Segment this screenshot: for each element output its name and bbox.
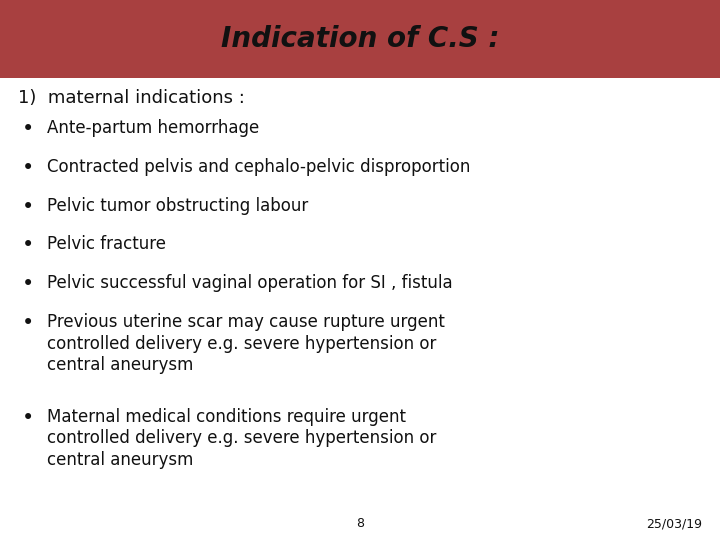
Text: 8: 8 — [356, 517, 364, 530]
FancyBboxPatch shape — [0, 0, 720, 78]
Text: •: • — [22, 158, 34, 178]
Text: Pelvic tumor obstructing labour: Pelvic tumor obstructing labour — [47, 197, 308, 214]
Text: •: • — [22, 313, 34, 333]
Text: •: • — [22, 408, 34, 428]
Text: Maternal medical conditions require urgent
controlled delivery e.g. severe hyper: Maternal medical conditions require urge… — [47, 408, 436, 469]
Text: •: • — [22, 197, 34, 217]
Text: 1)  maternal indications :: 1) maternal indications : — [18, 89, 245, 107]
Text: •: • — [22, 119, 34, 139]
Text: Indication of C.S :: Indication of C.S : — [221, 25, 499, 53]
Text: Pelvic fracture: Pelvic fracture — [47, 235, 166, 253]
Text: Previous uterine scar may cause rupture urgent
controlled delivery e.g. severe h: Previous uterine scar may cause rupture … — [47, 313, 445, 374]
Text: Ante-partum hemorrhage: Ante-partum hemorrhage — [47, 119, 259, 137]
Text: Contracted pelvis and cephalo-pelvic disproportion: Contracted pelvis and cephalo-pelvic dis… — [47, 158, 470, 176]
Text: •: • — [22, 274, 34, 294]
Text: 25/03/19: 25/03/19 — [646, 517, 702, 530]
Text: •: • — [22, 235, 34, 255]
Text: Pelvic successful vaginal operation for SI , fistula: Pelvic successful vaginal operation for … — [47, 274, 452, 292]
